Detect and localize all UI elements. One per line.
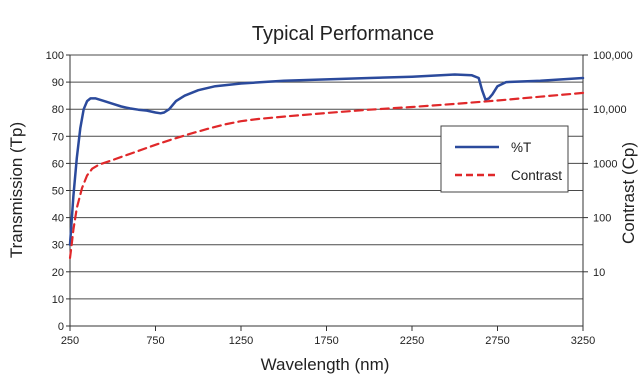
grid-lines: [70, 54, 583, 327]
y2-tick-label: 100,000: [593, 50, 633, 62]
y2-tick-label: 10: [593, 267, 605, 279]
legend-label-transmission: %T: [511, 140, 531, 155]
y-tick-label: 20: [52, 267, 64, 279]
legend-label-contrast: Contrast: [511, 168, 562, 183]
x-tick-label: 1750: [314, 335, 338, 347]
axis-lines: [66, 54, 588, 331]
x-tick-label: 2750: [485, 335, 509, 347]
y-tick-label: 0: [58, 321, 64, 333]
chart-title: Typical Performance: [252, 23, 434, 45]
x-tick-label: 1250: [229, 335, 253, 347]
series-line-contrast: [68, 91, 585, 260]
x-tick-label: 2250: [400, 335, 424, 347]
y-tick-label: 10: [52, 294, 64, 306]
legend: %T Contrast: [440, 125, 569, 193]
y2-tick-labels: 10 100 1000 10,000 100,000: [593, 50, 633, 279]
y2-tick-label: 10,000: [593, 104, 627, 116]
series-line-transmission: [68, 73, 585, 246]
x-tick-labels: 250 750 1250 1750 2250 2750 3250: [61, 335, 595, 347]
y-tick-label: 80: [52, 104, 64, 116]
legend-box: [440, 125, 569, 193]
y-tick-label: 30: [52, 240, 64, 252]
y2-tick-label: 1000: [593, 158, 617, 170]
x-tick-label: 750: [146, 335, 164, 347]
x-axis-label: Wavelength (nm): [261, 355, 390, 374]
y-tick-labels: 0 10 20 30 40 50 60 70 80 90 100: [46, 50, 64, 333]
x-tick-label: 3250: [571, 335, 595, 347]
y-tick-label: 50: [52, 186, 64, 198]
x-tick-label: 250: [61, 335, 79, 347]
y-tick-label: 70: [52, 131, 64, 143]
y-tick-label: 40: [52, 213, 64, 225]
y-tick-label: 90: [52, 77, 64, 89]
y-tick-label: 60: [52, 158, 64, 170]
y-tick-label: 100: [46, 50, 64, 62]
y2-tick-label: 100: [593, 213, 611, 225]
y2-axis-label: Contrast (Cp): [619, 142, 638, 244]
y-axis-label: Transmission (Tp): [7, 122, 26, 258]
plot-series: [68, 73, 585, 260]
